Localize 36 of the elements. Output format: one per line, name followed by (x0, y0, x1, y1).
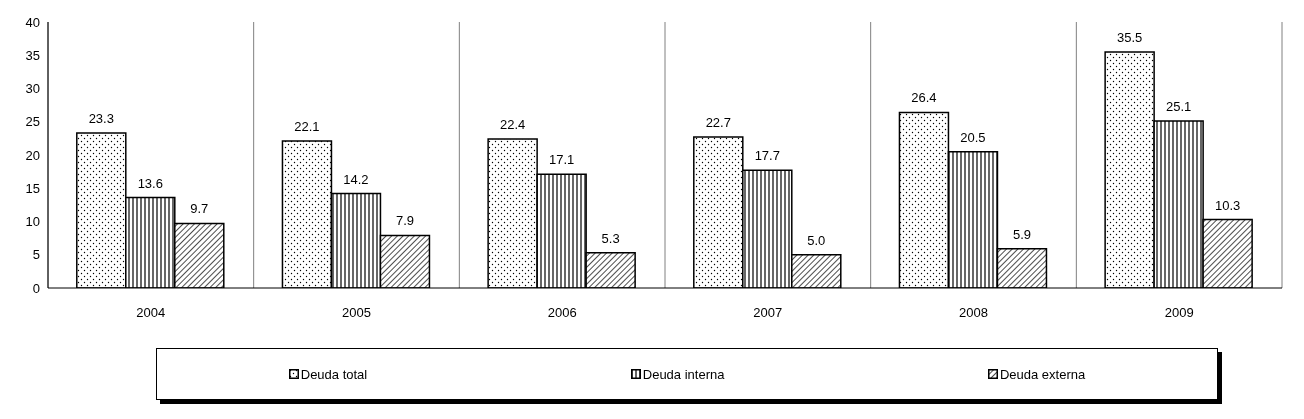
data-label: 7.9 (395, 213, 414, 229)
data-label: 20.5 (960, 129, 986, 145)
y-tick-label: 35 (25, 47, 40, 63)
data-label: 22.7 (705, 115, 731, 131)
y-tick-label: 40 (25, 14, 40, 30)
data-label: 23.3 (88, 111, 114, 127)
legend-label: Deuda total (300, 366, 368, 382)
data-label: 5.0 (807, 232, 826, 248)
data-label: 25.1 (1165, 99, 1192, 115)
data-label: 10.3 (1214, 197, 1241, 213)
data-label: 14.2 (343, 171, 369, 187)
x-tick-label: 2006 (547, 305, 577, 321)
y-tick-label: 30 (25, 81, 40, 97)
data-label: 5.9 (1012, 226, 1031, 242)
y-tick-label: 25 (25, 114, 40, 130)
data-label: 22.4 (499, 117, 526, 133)
data-label: 17.1 (548, 152, 575, 168)
data-label: 22.1 (294, 119, 320, 135)
x-tick-label: 2005 (342, 305, 371, 321)
data-label: 5.3 (601, 230, 620, 246)
legend-label: Deuda externa (999, 366, 1086, 382)
y-tick-label: 5 (32, 247, 40, 263)
y-tick-label: 15 (25, 180, 40, 196)
y-tick-label: 10 (25, 214, 40, 230)
x-tick-label: 2009 (1164, 305, 1194, 321)
data-label: 9.7 (190, 201, 209, 217)
y-tick-label: 20 (25, 147, 40, 163)
legend-label: Deuda interna (642, 366, 725, 382)
data-label: 35.5 (1116, 29, 1143, 45)
y-tick-label: 0 (32, 280, 40, 296)
data-label: 13.6 (137, 175, 163, 191)
data-label: 17.7 (754, 148, 780, 164)
x-tick-label: 2008 (959, 305, 988, 321)
data-label: 26.4 (911, 90, 937, 106)
x-tick-label: 2004 (136, 305, 166, 321)
x-tick-label: 2007 (753, 305, 783, 321)
